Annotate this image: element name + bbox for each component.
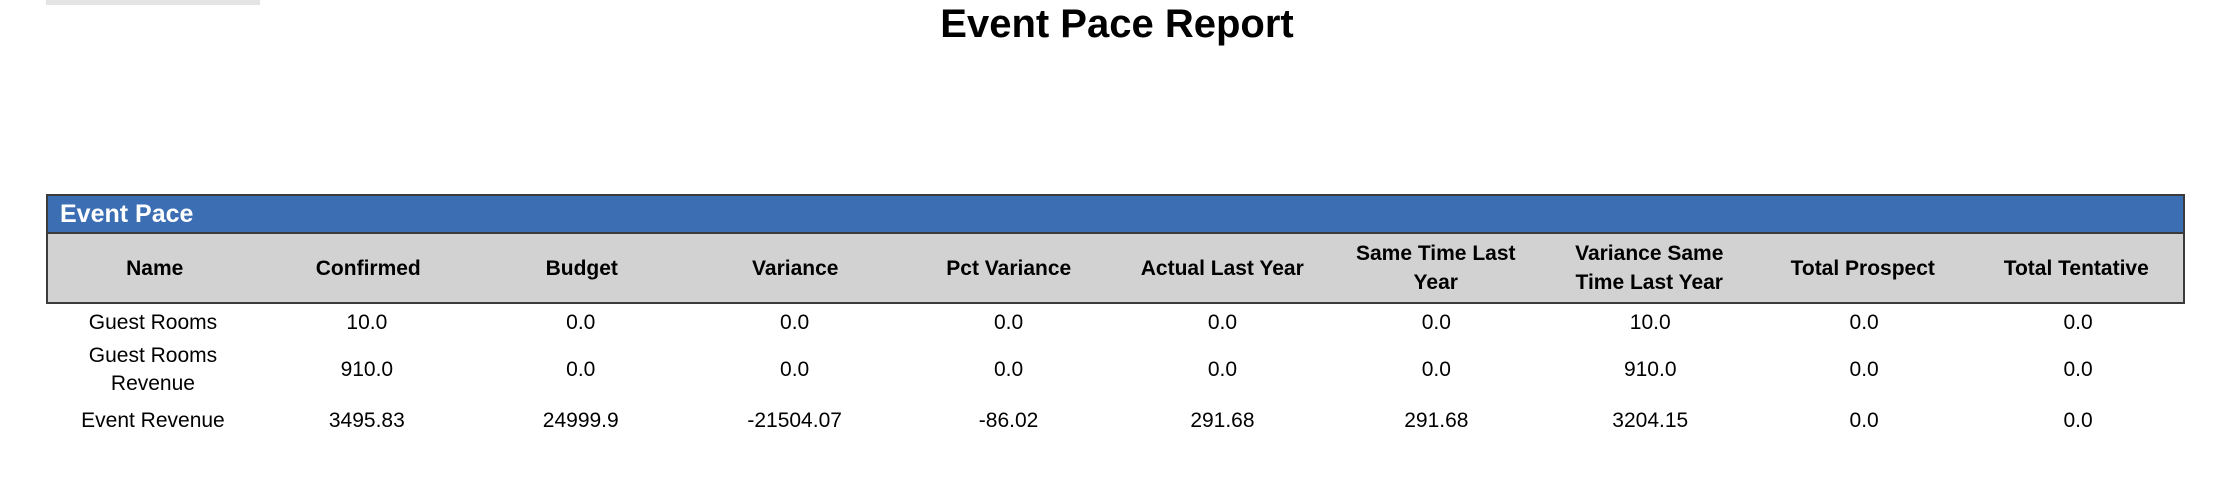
value-cell: 3495.83 (328, 409, 405, 432)
table-body: Guest Rooms 10.0 0.0 0.0 0.0 0.0 0.0 10.0 0.0 0.0… (46, 304, 2185, 444)
section-title: Event Pace (60, 200, 194, 228)
value-cell: 0.0 (1207, 358, 1238, 381)
value-cell: 0.0 (1849, 311, 1879, 334)
value-cell: 0.0 (2063, 409, 2093, 432)
value-cell: -21504.07 (747, 409, 842, 432)
table-row: Guest Rooms 10.0 0.0 0.0 0.0 0.0 0.0 10.0 0.0 0.0 (46, 304, 2185, 342)
value-cell: 24999.9 (542, 409, 619, 432)
page-title: Event Pace Report (940, 2, 1294, 46)
value-cell: 0.0 (993, 311, 1024, 334)
value-cell: 10.0 (1629, 311, 1671, 334)
value-cell: 0.0 (566, 311, 596, 334)
top-left-strip (46, 0, 260, 5)
event-pace-table: Event Pace Name Confirmed Budget Variance Pc… (46, 194, 2185, 444)
value-cell: 0.0 (1849, 409, 1879, 432)
value-cell: 910.0 (1623, 358, 1677, 381)
column-header: Same Time Last Year (1355, 242, 1516, 294)
column-header: Name (126, 256, 184, 280)
value-cell: 0.0 (2063, 358, 2093, 381)
column-header: Variance (752, 256, 839, 280)
row-name-cell: Event Revenue (81, 409, 225, 432)
value-cell: 10.0 (346, 311, 388, 334)
row-name-cell: Guest Rooms Revenue (88, 344, 218, 395)
value-cell: 0.0 (780, 358, 810, 381)
table-header-frame: Event Pace Name Confirmed Budget Variance Pc… (46, 194, 2185, 304)
value-cell: 0.0 (2063, 311, 2093, 334)
table-row: Event Revenue 3495.83 24999.9 -21504.07 -86.… (46, 398, 2185, 444)
column-header: Total Tentative (2003, 256, 2149, 280)
row-name-cell: Guest Rooms (88, 311, 218, 334)
value-cell: 0.0 (1849, 358, 1879, 381)
section-header-bar: Event Pace (48, 196, 2183, 234)
value-cell: 3204.15 (1612, 409, 1689, 432)
value-cell: 0.0 (993, 358, 1024, 381)
column-header-row: Name Confirmed Budget Variance Pct Variance A… (48, 234, 2183, 302)
table-row: Guest Rooms Revenue 910.0 0.0 0.0 0.0 0.0 0.0 9… (46, 342, 2185, 398)
value-cell: 0.0 (1207, 311, 1238, 334)
column-header: Variance Same Time Last Year (1575, 242, 1724, 294)
value-cell: 0.0 (566, 358, 596, 381)
column-header: Pct Variance (946, 256, 1072, 280)
value-cell: -86.02 (978, 409, 1039, 432)
value-cell: 291.68 (1404, 409, 1469, 432)
value-cell: 910.0 (340, 358, 394, 381)
value-cell: 0.0 (780, 311, 810, 334)
column-header: Budget (545, 256, 618, 280)
column-header: Total Prospect (1790, 256, 1935, 280)
value-cell: 0.0 (1421, 358, 1451, 381)
value-cell: 291.68 (1190, 409, 1255, 432)
column-header: Confirmed (315, 256, 421, 280)
value-cell: 0.0 (1421, 311, 1451, 334)
column-header: Actual Last Year (1140, 256, 1304, 280)
